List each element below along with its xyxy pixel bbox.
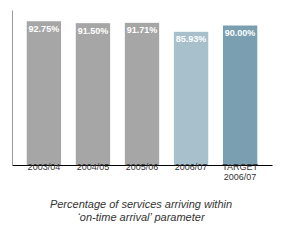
bar: [223, 26, 257, 166]
x-tick: TARGET2006/07: [222, 162, 258, 182]
data-label: 91.50%: [78, 26, 109, 36]
plot: 2003/04 2004/05 2005/06 2006/07 TARGET2006/0…: [13, 11, 273, 183]
data-label: 92.75%: [29, 24, 60, 34]
x-tick: 2005/06: [126, 162, 159, 172]
bar: [125, 23, 159, 165]
x-tick-label: 2005/06: [126, 162, 159, 172]
x-axis: 2003/04 2004/05 2005/06 2006/07 TARGET2006/0…: [13, 162, 273, 182]
x-tick: 2006/07: [175, 162, 208, 172]
title: Percentage of services arriving within‘o…: [50, 198, 232, 223]
bar: [76, 23, 110, 165]
x-tick-label: 2004/05: [77, 162, 110, 172]
bar: [27, 21, 61, 165]
data-labels: 92.75% 91.50% 91.71% 85.93% 90.00%: [29, 24, 256, 45]
x-tick: 2003/04: [28, 162, 61, 172]
data-label: 85.93%: [176, 34, 207, 44]
y-axis-line: [12, 11, 13, 166]
x-tick-label: TARGET2006/07: [222, 162, 258, 182]
bar: [174, 32, 208, 165]
x-tick: 2004/05: [77, 162, 110, 172]
chart: 2003/04 2004/05 2005/06 2006/07 TARGET2006/0…: [0, 0, 282, 227]
data-label: 91.71%: [127, 25, 158, 35]
x-tick-label: 2006/07: [175, 162, 208, 172]
y-axis: [12, 11, 13, 166]
bars: [27, 21, 258, 165]
data-label: 90.00%: [225, 28, 256, 38]
x-tick-label: 2003/04: [28, 162, 61, 172]
